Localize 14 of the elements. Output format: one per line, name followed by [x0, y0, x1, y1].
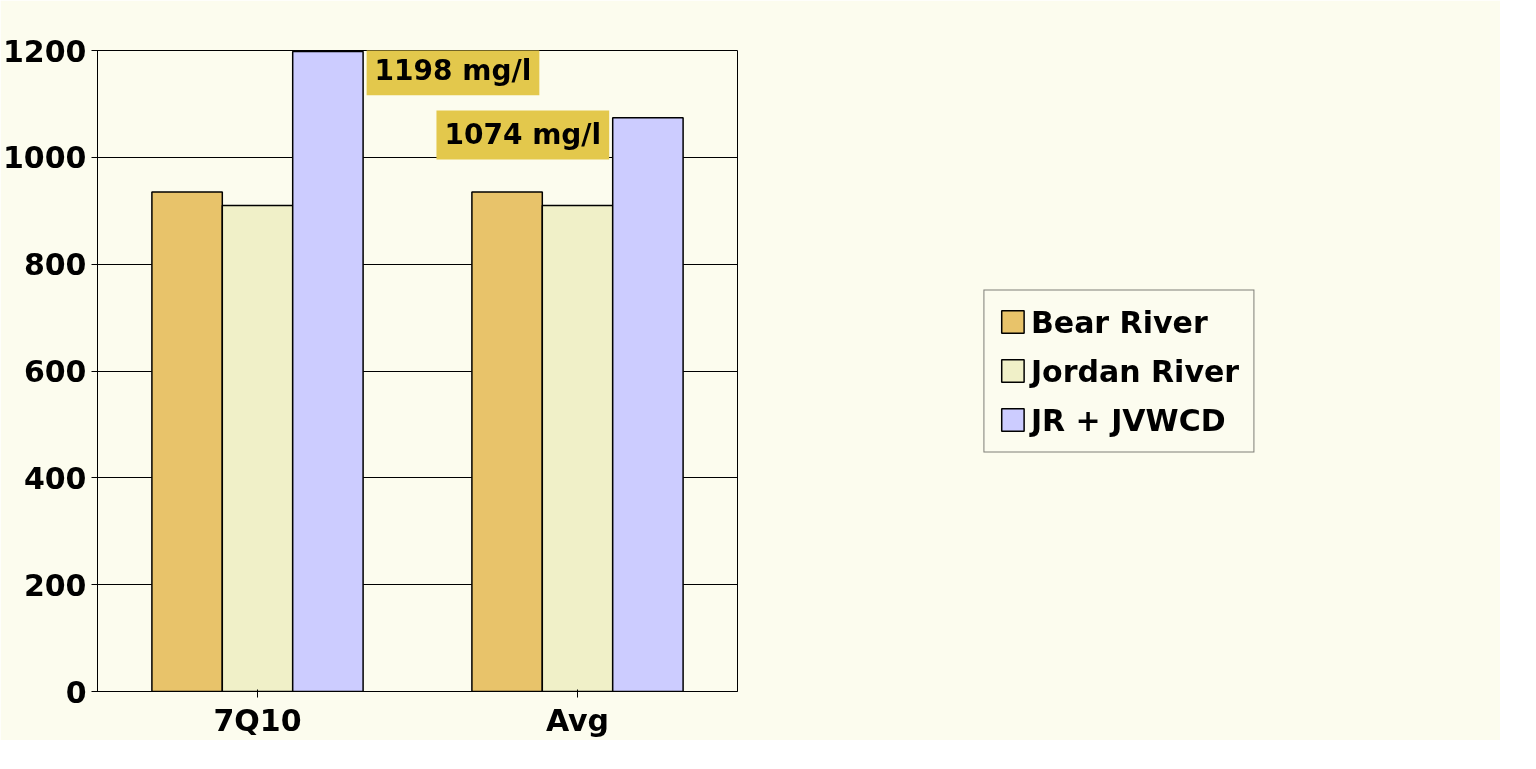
annotation: 1198 mg/l — [374, 54, 532, 88]
x-tick-label: Avg — [545, 702, 610, 738]
legend-label: JR + JVWCD — [1030, 402, 1226, 437]
y-tick-label: 0 — [65, 674, 87, 710]
y-tick-label: 1000 — [3, 140, 87, 176]
y-tick-label: 200 — [23, 567, 87, 603]
y-tick-label: 600 — [23, 354, 87, 389]
y-tick-label: 1200 — [3, 33, 87, 69]
y-tick-label: 800 — [23, 247, 87, 283]
annotation: 1074 mg/l — [444, 118, 602, 152]
legend-label: Bear River — [1030, 304, 1208, 339]
y-tick-label: 400 — [23, 460, 87, 496]
legend-label: Jordan River — [1030, 353, 1240, 388]
x-tick-label: 7Q10 — [213, 702, 302, 738]
